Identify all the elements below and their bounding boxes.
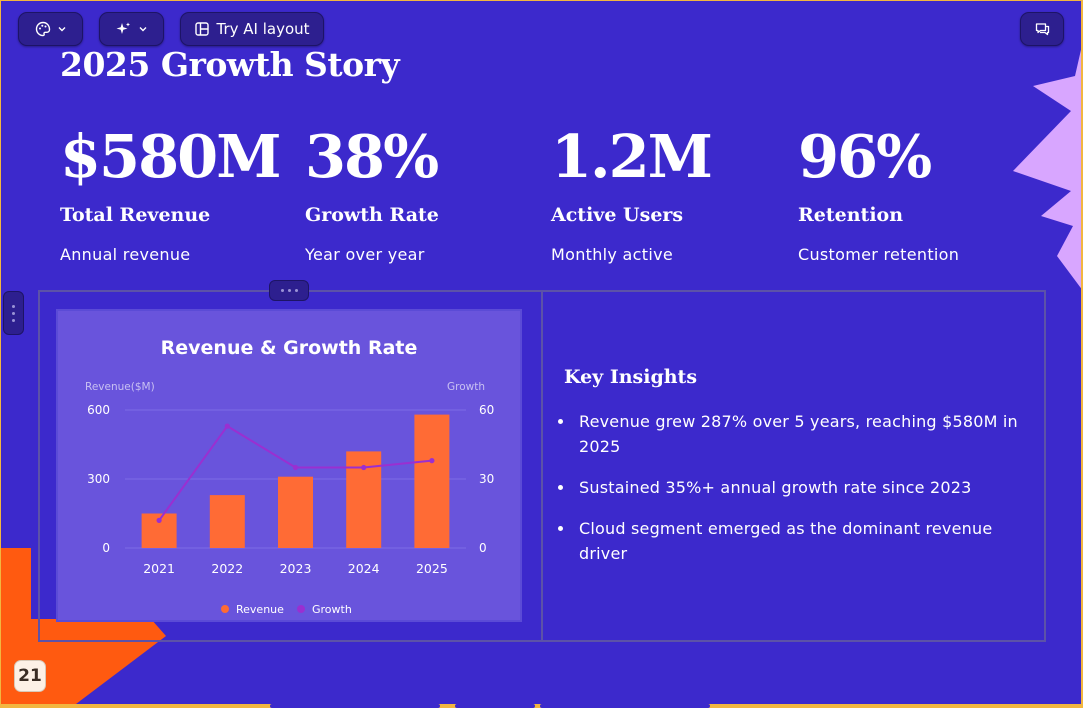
drag-dot [12, 304, 15, 308]
revenue-bar [278, 476, 313, 548]
palette-icon [35, 21, 51, 37]
stat-active-users[interactable]: 1.2M Active Users Monthly active [551, 121, 791, 266]
y2-tick-label: 30 [479, 472, 494, 486]
x-tick-label: 2024 [348, 561, 380, 576]
growth-point [224, 423, 230, 429]
stat-value: 96% [798, 122, 932, 191]
stat-description: Year over year [305, 245, 425, 264]
y-axis-label: Revenue($M) [85, 381, 155, 393]
y-tick-label: 600 [87, 403, 110, 417]
chevron-down-icon [57, 24, 67, 34]
drag-dot [280, 289, 284, 292]
column-divider [541, 290, 543, 642]
stat-value: 1.2M [551, 122, 713, 191]
drag-dot [287, 289, 291, 292]
layout-icon [194, 21, 210, 37]
legend-swatch-revenue [221, 605, 229, 613]
row-drag-handle[interactable] [269, 280, 309, 301]
page-number-badge[interactable]: 21 [14, 660, 46, 692]
drag-dot [12, 311, 15, 315]
insight-item: Cloud segment emerged as the dominant re… [557, 516, 1027, 566]
theme-menu-button[interactable] [18, 12, 83, 46]
comment-icon [1034, 21, 1051, 38]
stat-total-revenue[interactable]: $580M Total Revenue Annual revenue [60, 121, 300, 266]
comments-button[interactable] [1020, 12, 1064, 46]
stat-value: 38% [305, 122, 439, 191]
growth-point [292, 464, 299, 471]
bottom-tab-strip [270, 704, 710, 708]
try-ai-layout-button[interactable]: Try AI layout [180, 12, 324, 46]
growth-point [429, 458, 435, 464]
combo-chart: Revenue & Growth Rate Revenue($M) Growth 0 3… [85, 337, 494, 616]
stat-description: Monthly active [551, 245, 673, 264]
chevron-down-icon [138, 24, 148, 34]
x-tick-label: 2025 [416, 561, 448, 576]
stat-label: Growth Rate [305, 204, 439, 226]
revenue-bar [209, 495, 245, 548]
y2-tick-label: 60 [479, 403, 494, 417]
growth-point [361, 464, 367, 471]
slide-title[interactable]: 2025 Growth Story [60, 45, 400, 84]
starburst-decoration [1013, 49, 1081, 289]
stat-label: Retention [798, 204, 904, 226]
try-ai-layout-label: Try AI layout [216, 20, 310, 38]
drag-dot [294, 289, 298, 292]
ai-menu-button[interactable] [99, 12, 164, 46]
insight-item: Revenue grew 287% over 5 years, reaching… [557, 409, 1027, 459]
stat-retention[interactable]: 96% Retention Customer retention [798, 121, 1038, 266]
insights-list[interactable]: Revenue grew 287% over 5 years, reaching… [557, 409, 1027, 582]
revenue-bar [414, 414, 450, 548]
drag-dot [12, 318, 15, 322]
y-tick-label: 0 [102, 541, 110, 555]
growth-point [156, 517, 162, 523]
legend-label-growth: Growth [312, 603, 352, 616]
insight-item: Sustained 35%+ annual growth rate since … [557, 475, 1027, 500]
stat-description: Customer retention [798, 245, 960, 264]
sparkles-icon [115, 21, 132, 38]
stat-label: Total Revenue [60, 204, 211, 226]
legend-swatch-growth [297, 605, 305, 613]
chart-card[interactable]: Revenue & Growth Rate Revenue($M) Growth 0 3… [56, 309, 522, 622]
y-tick-label: 300 [87, 472, 110, 486]
block-drag-handle[interactable] [3, 291, 24, 335]
x-tick-label: 2023 [280, 561, 312, 576]
x-tick-label: 2022 [211, 561, 243, 576]
y2-axis-label: Growth [447, 381, 485, 393]
stat-growth-rate[interactable]: 38% Growth Rate Year over year [305, 121, 545, 266]
stat-label: Active Users [551, 204, 684, 226]
insights-title[interactable]: Key Insights [564, 366, 698, 388]
y2-tick-label: 0 [479, 541, 487, 555]
chart-title: Revenue & Growth Rate [161, 337, 418, 359]
stat-description: Annual revenue [60, 245, 191, 264]
stat-value: $580M [60, 122, 282, 191]
x-tick-label: 2021 [143, 561, 175, 576]
legend-label-revenue: Revenue [236, 603, 284, 616]
